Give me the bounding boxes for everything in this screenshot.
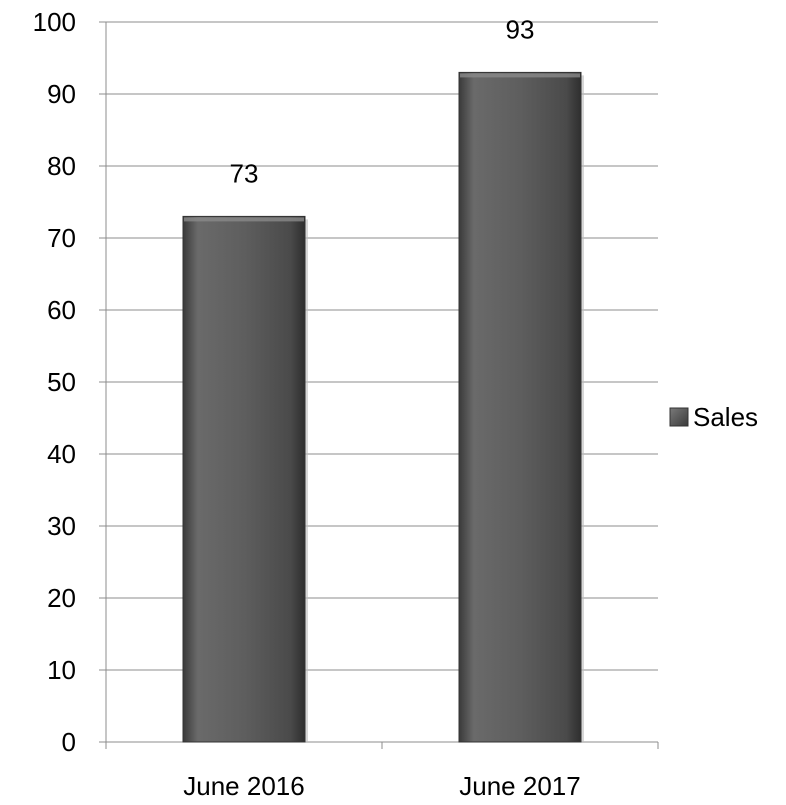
bar-bevel (184, 217, 304, 222)
legend-label-sales: Sales (693, 402, 758, 432)
y-tick-label: 20 (47, 583, 76, 613)
bar-june-2016 (182, 215, 306, 743)
y-tick-label: 70 (47, 223, 76, 253)
y-tick-label: 0 (62, 727, 76, 757)
y-tick-label: 90 (47, 79, 76, 109)
y-tick-label: 10 (47, 655, 76, 685)
bar-bevel (460, 73, 580, 78)
y-tick-label: 60 (47, 295, 76, 325)
y-tick-label: 80 (47, 151, 76, 181)
y-tick-label: 30 (47, 511, 76, 541)
bars (182, 71, 584, 743)
x-category-label: June 2017 (459, 771, 580, 801)
y-tick-label: 100 (33, 7, 76, 37)
data-label: 93 (506, 14, 535, 44)
data-label: 73 (230, 158, 259, 188)
legend: Sales (669, 402, 758, 432)
x-category-label: June 2016 (183, 771, 304, 801)
y-tick-label: 50 (47, 367, 76, 397)
legend-swatch (669, 407, 689, 427)
labels: 0 10 20 30 40 50 60 70 80 90 100 73 June 2016 93 June … (33, 7, 581, 801)
bar-june-2017 (458, 71, 582, 743)
y-tick-label: 40 (47, 439, 76, 469)
